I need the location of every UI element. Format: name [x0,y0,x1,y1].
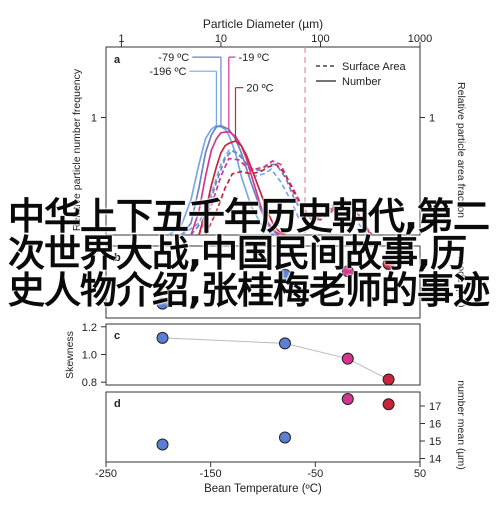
panel-d-xtick-label: -250 [95,468,117,480]
series-area-curve [204,163,372,236]
panel-c-ytick-label: 0.8 [82,377,97,389]
panel-b-ytick-right-label: 10 [430,283,442,295]
panel-d-frame [105,391,421,463]
panel-d-point [382,398,395,411]
panel-d-point [156,438,169,451]
series-label: -19 ºC [238,52,269,64]
panel-c-point [341,352,354,365]
panel-b-point [156,297,169,310]
panel-d-xtick-label: 50 [414,468,426,480]
panel-d-ytick-right-label: 16 [429,419,441,431]
panel-d-xtick-label: -50 [307,468,323,480]
watermark-overlay-text: 中华上下五千年历史朝代,第二次世界大战,中国民间故事,历史人物介绍,张桂梅老师的… [8,195,490,312]
panel-c-frame [105,323,421,386]
panel-b-point [341,265,354,278]
panel-b-frame [105,245,421,319]
panel-a-xtick-label: 1 [118,33,124,45]
panel-d-xtick-label: -150 [200,468,222,480]
panel-a-xtick-label: 100 [311,33,329,45]
panel-c-point [156,331,169,344]
panel-b-ylabel-right: mode (µm) [455,257,467,308]
panel-c-point [382,373,395,386]
panel-d-ylabel-right: number mean (µm) [455,380,467,470]
series-area-curve [198,157,373,236]
series-area-curve [190,149,373,236]
panel-b-letter: b [114,252,121,264]
series-label: -79 ºC [158,52,189,64]
panel-c-ytick-label: 1.2 [82,322,97,334]
panel-d-ytick-right-label: 15 [429,436,441,448]
panel-a-ylabel-left: Relative particle number frequency [71,68,83,231]
panel-a-title: Particle Diameter (µm) [203,17,323,31]
panel-c-ylabel: Skewness [64,331,76,379]
panel-c-letter: c [114,330,120,342]
legend-label: Number [342,76,381,88]
panel-d-ytick-right-label: 14 [429,454,441,466]
panel-d-xlabel: Bean Temperature (ºC) [204,483,322,495]
panel-a-ytick-right-label: 1 [429,113,435,125]
series-label: -196 ºC [149,66,186,78]
series-number-curve [198,140,287,236]
panel-a-xtick-label: 10 [215,33,227,45]
panel-a-letter: a [114,54,121,66]
panel-a-xtick-label: 1000 [408,33,432,45]
panel-d-ytick-right-label: 17 [429,401,441,413]
series-number-curve [168,124,276,236]
panel-d-point [278,431,291,444]
panel-d-letter: d [114,398,121,410]
panel-c-point [278,337,291,350]
panel-a-ylabel-right: Relative particle area fraction [455,82,467,218]
panel-b-point [278,268,291,281]
panel-c-ytick-label: 1.0 [82,350,97,362]
series-label: 20 ºC [246,83,273,95]
legend-label: Surface Area [342,61,406,73]
panel-d-point [341,393,354,405]
panel-c-trend-line [162,337,389,380]
panel-a-frame [105,46,421,236]
panel-a-ytick-label: 1 [91,113,97,125]
panel-b-point [382,258,395,270]
